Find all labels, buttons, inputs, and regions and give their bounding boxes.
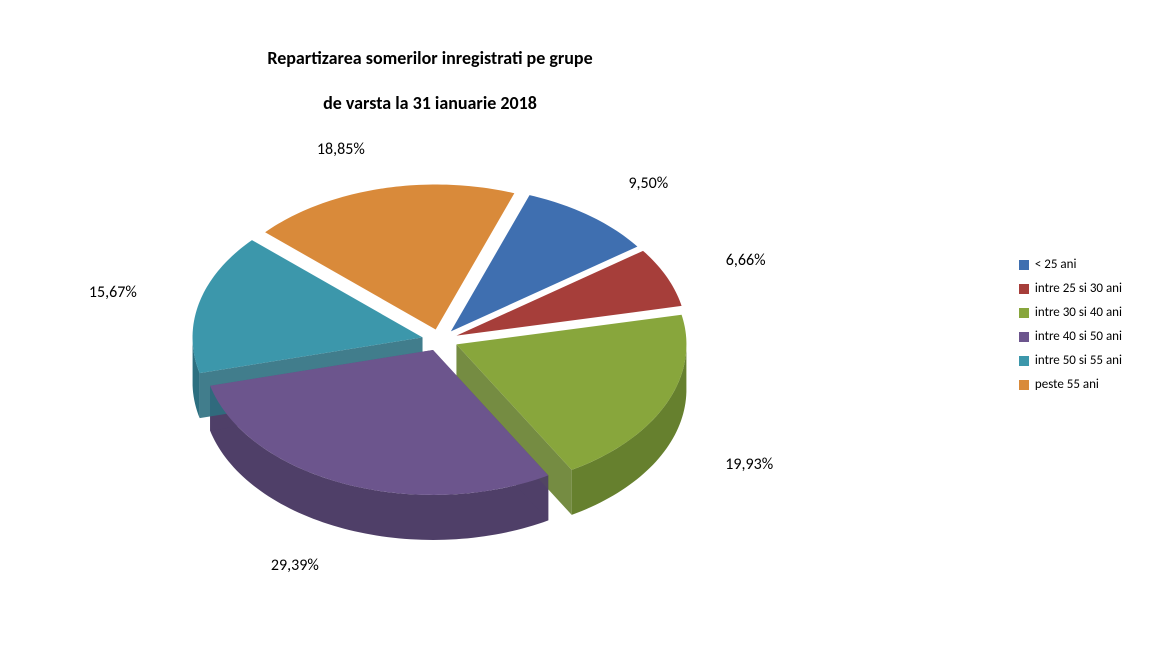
- legend-label-25_30: intre 25 si 30 ani: [1035, 281, 1122, 296]
- slice-label-25_30: 6,66%: [726, 251, 766, 270]
- slice-label-50_55: 15,67%: [89, 283, 137, 302]
- chart-title-line1: Repartizarea somerilor inregistrati pe g…: [267, 47, 592, 69]
- legend-swatch-50_55: [1019, 356, 1029, 366]
- legend-item-gt55: peste 55 ani: [1019, 377, 1122, 392]
- legend-swatch-gt55: [1019, 380, 1029, 390]
- legend-item-30_40: intre 30 si 40 ani: [1019, 305, 1122, 320]
- chart-container: { "chart": { "type": "pie-3d-exploded", …: [0, 0, 1150, 647]
- legend-label-50_55: intre 50 si 55 ani: [1035, 353, 1122, 368]
- legend-swatch-lt25: [1019, 260, 1029, 270]
- legend-item-50_55: intre 50 si 55 ani: [1019, 353, 1122, 368]
- legend-item-lt25: < 25 ani: [1019, 257, 1122, 272]
- legend-label-lt25: < 25 ani: [1035, 257, 1077, 272]
- legend-label-40_50: intre 40 si 50 ani: [1035, 329, 1122, 344]
- legend-item-40_50: intre 40 si 50 ani: [1019, 329, 1122, 344]
- slice-label-30_40: 19,93%: [725, 455, 773, 474]
- legend-swatch-30_40: [1019, 308, 1029, 318]
- slice-label-lt25: 9,50%: [628, 174, 668, 193]
- legend-label-30_40: intre 30 si 40 ani: [1035, 305, 1122, 320]
- legend-swatch-40_50: [1019, 332, 1029, 342]
- legend: < 25 ani intre 25 si 30 ani intre 30 si 40…: [1019, 248, 1122, 401]
- slice-label-gt55: 18,85%: [317, 140, 365, 159]
- legend-swatch-25_30: [1019, 284, 1029, 294]
- pie-chart: [40, 90, 820, 610]
- legend-item-25_30: intre 25 si 30 ani: [1019, 281, 1122, 296]
- slice-label-40_50: 29,39%: [271, 556, 319, 575]
- legend-label-gt55: peste 55 ani: [1035, 377, 1099, 392]
